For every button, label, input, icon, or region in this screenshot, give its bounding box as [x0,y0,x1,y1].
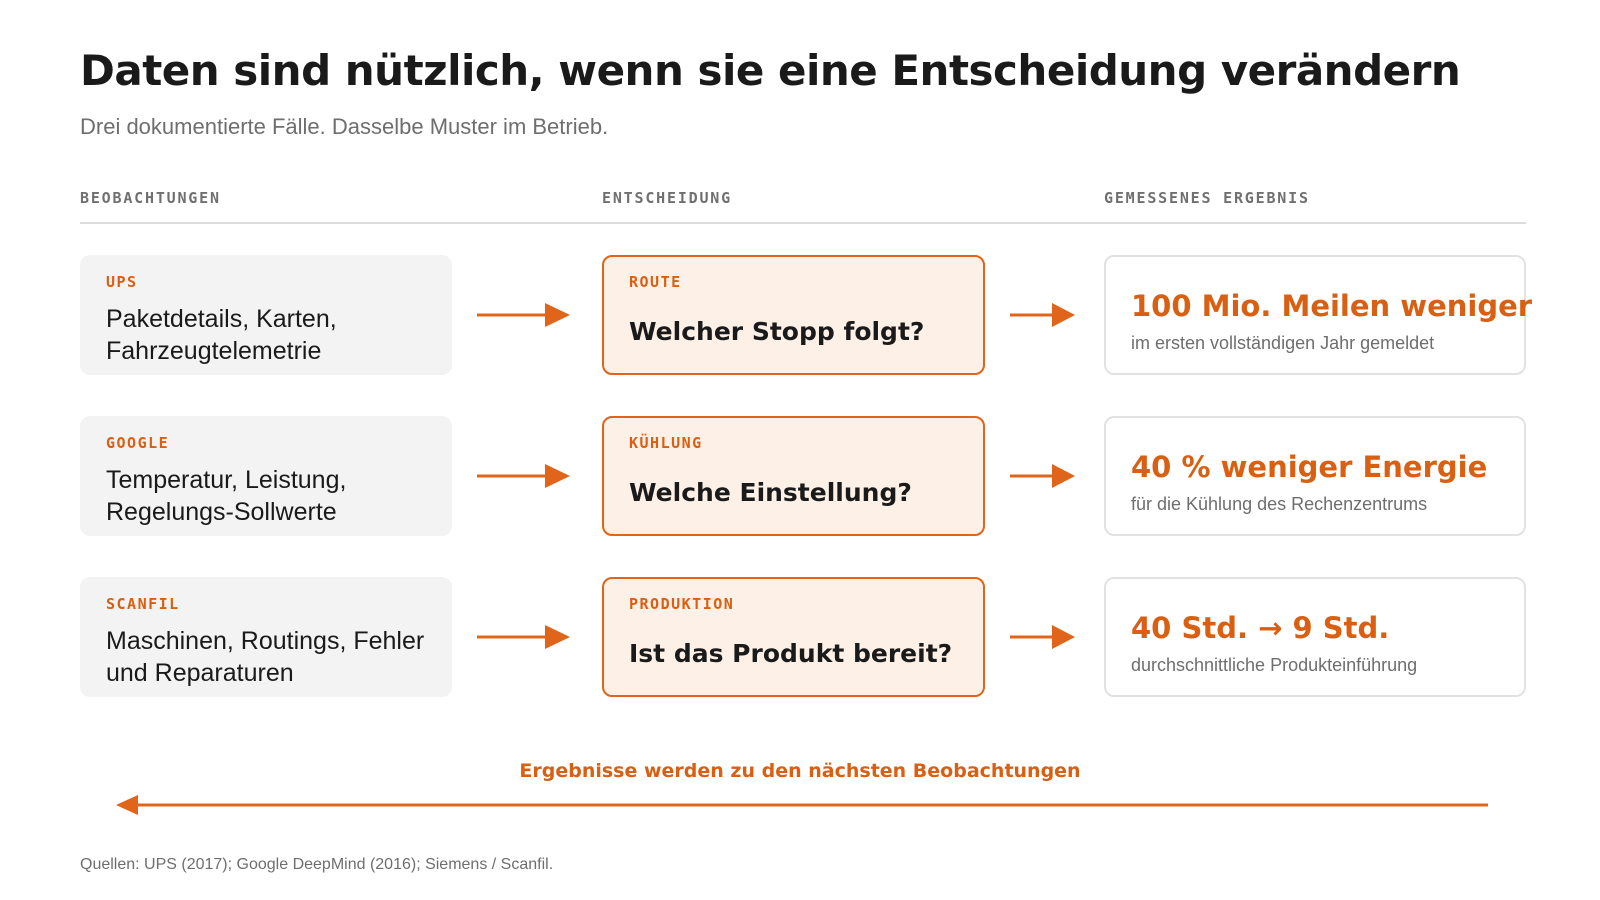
company-label: SCANFIL [106,595,180,613]
company-label: UPS [106,273,138,291]
observation-text: Maschinen, Routings, Fehler und Reparatu… [106,627,425,687]
feedback-loop-label: Ergebnisse werden zu den nächsten Beobac… [519,760,1081,782]
decision-question: Ist das Produkt bereit? [629,639,953,668]
decision-question: Welche Einstellung? [629,478,912,507]
column-header-decision: ENTSCHEIDUNG [602,189,732,207]
result-card-scanfil: 40 Std. → 9 Std. durchschnittliche Produ… [1104,577,1526,697]
result-detail: im ersten vollständigen Jahr gemeldet [1131,333,1435,353]
arrow-right-icon [477,303,570,327]
column-header-result: GEMESSENES ERGEBNIS [1104,189,1310,207]
page-subtitle: Drei dokumentierte Fälle. Dasselbe Muste… [80,114,609,139]
arrow-right-icon [477,464,570,488]
observation-card-ups: UPS Paketdetails, Karten, Fahrzeugteleme… [80,255,452,375]
arrow-right-icon [1010,464,1075,488]
decision-card-route: ROUTE Welcher Stopp folgt? [602,255,985,375]
sources-footnote: Quellen: UPS (2017); Google DeepMind (20… [80,856,554,873]
result-headline: 40 % weniger Energie [1131,450,1488,484]
page-title: Daten sind nützlich, wenn sie eine Entsc… [80,46,1461,95]
result-detail: durchschnittliche Produkteinführung [1131,655,1418,675]
result-card-ups: 100 Mio. Meilen weniger im ersten vollst… [1104,255,1532,375]
decision-tag: PRODUKTION [629,595,735,613]
column-header-observations: BEOBACHTUNGEN [80,189,221,207]
arrow-right-icon [477,625,570,649]
decision-card-cooling: KÜHLUNG Welche Einstellung? [602,416,985,536]
observation-text: Temperatur, Leistung, Regelungs-Sollwert… [106,466,347,526]
result-headline: 40 Std. → 9 Std. [1131,611,1390,645]
company-label: GOOGLE [106,434,170,452]
observation-card-scanfil: SCANFIL Maschinen, Routings, Fehler und … [80,577,452,697]
arrow-right-icon [1010,625,1075,649]
decision-card-production: PRODUKTION Ist das Produkt bereit? [602,577,985,697]
result-detail: für die Kühlung des Rechenzentrums [1131,494,1428,514]
arrow-left-icon [116,795,1488,815]
observation-text: Paketdetails, Karten, Fahrzeugtelemetrie [106,305,337,365]
decision-tag: ROUTE [629,273,682,291]
observation-card-google: GOOGLE Temperatur, Leistung, Regelungs-S… [80,416,452,536]
decision-question: Welcher Stopp folgt? [629,317,925,346]
header-divider [80,222,1526,224]
result-card-google: 40 % weniger Energie für die Kühlung des… [1104,416,1526,536]
result-headline: 100 Mio. Meilen weniger [1131,289,1533,323]
arrow-right-icon [1010,303,1075,327]
decision-tag: KÜHLUNG [629,434,703,452]
